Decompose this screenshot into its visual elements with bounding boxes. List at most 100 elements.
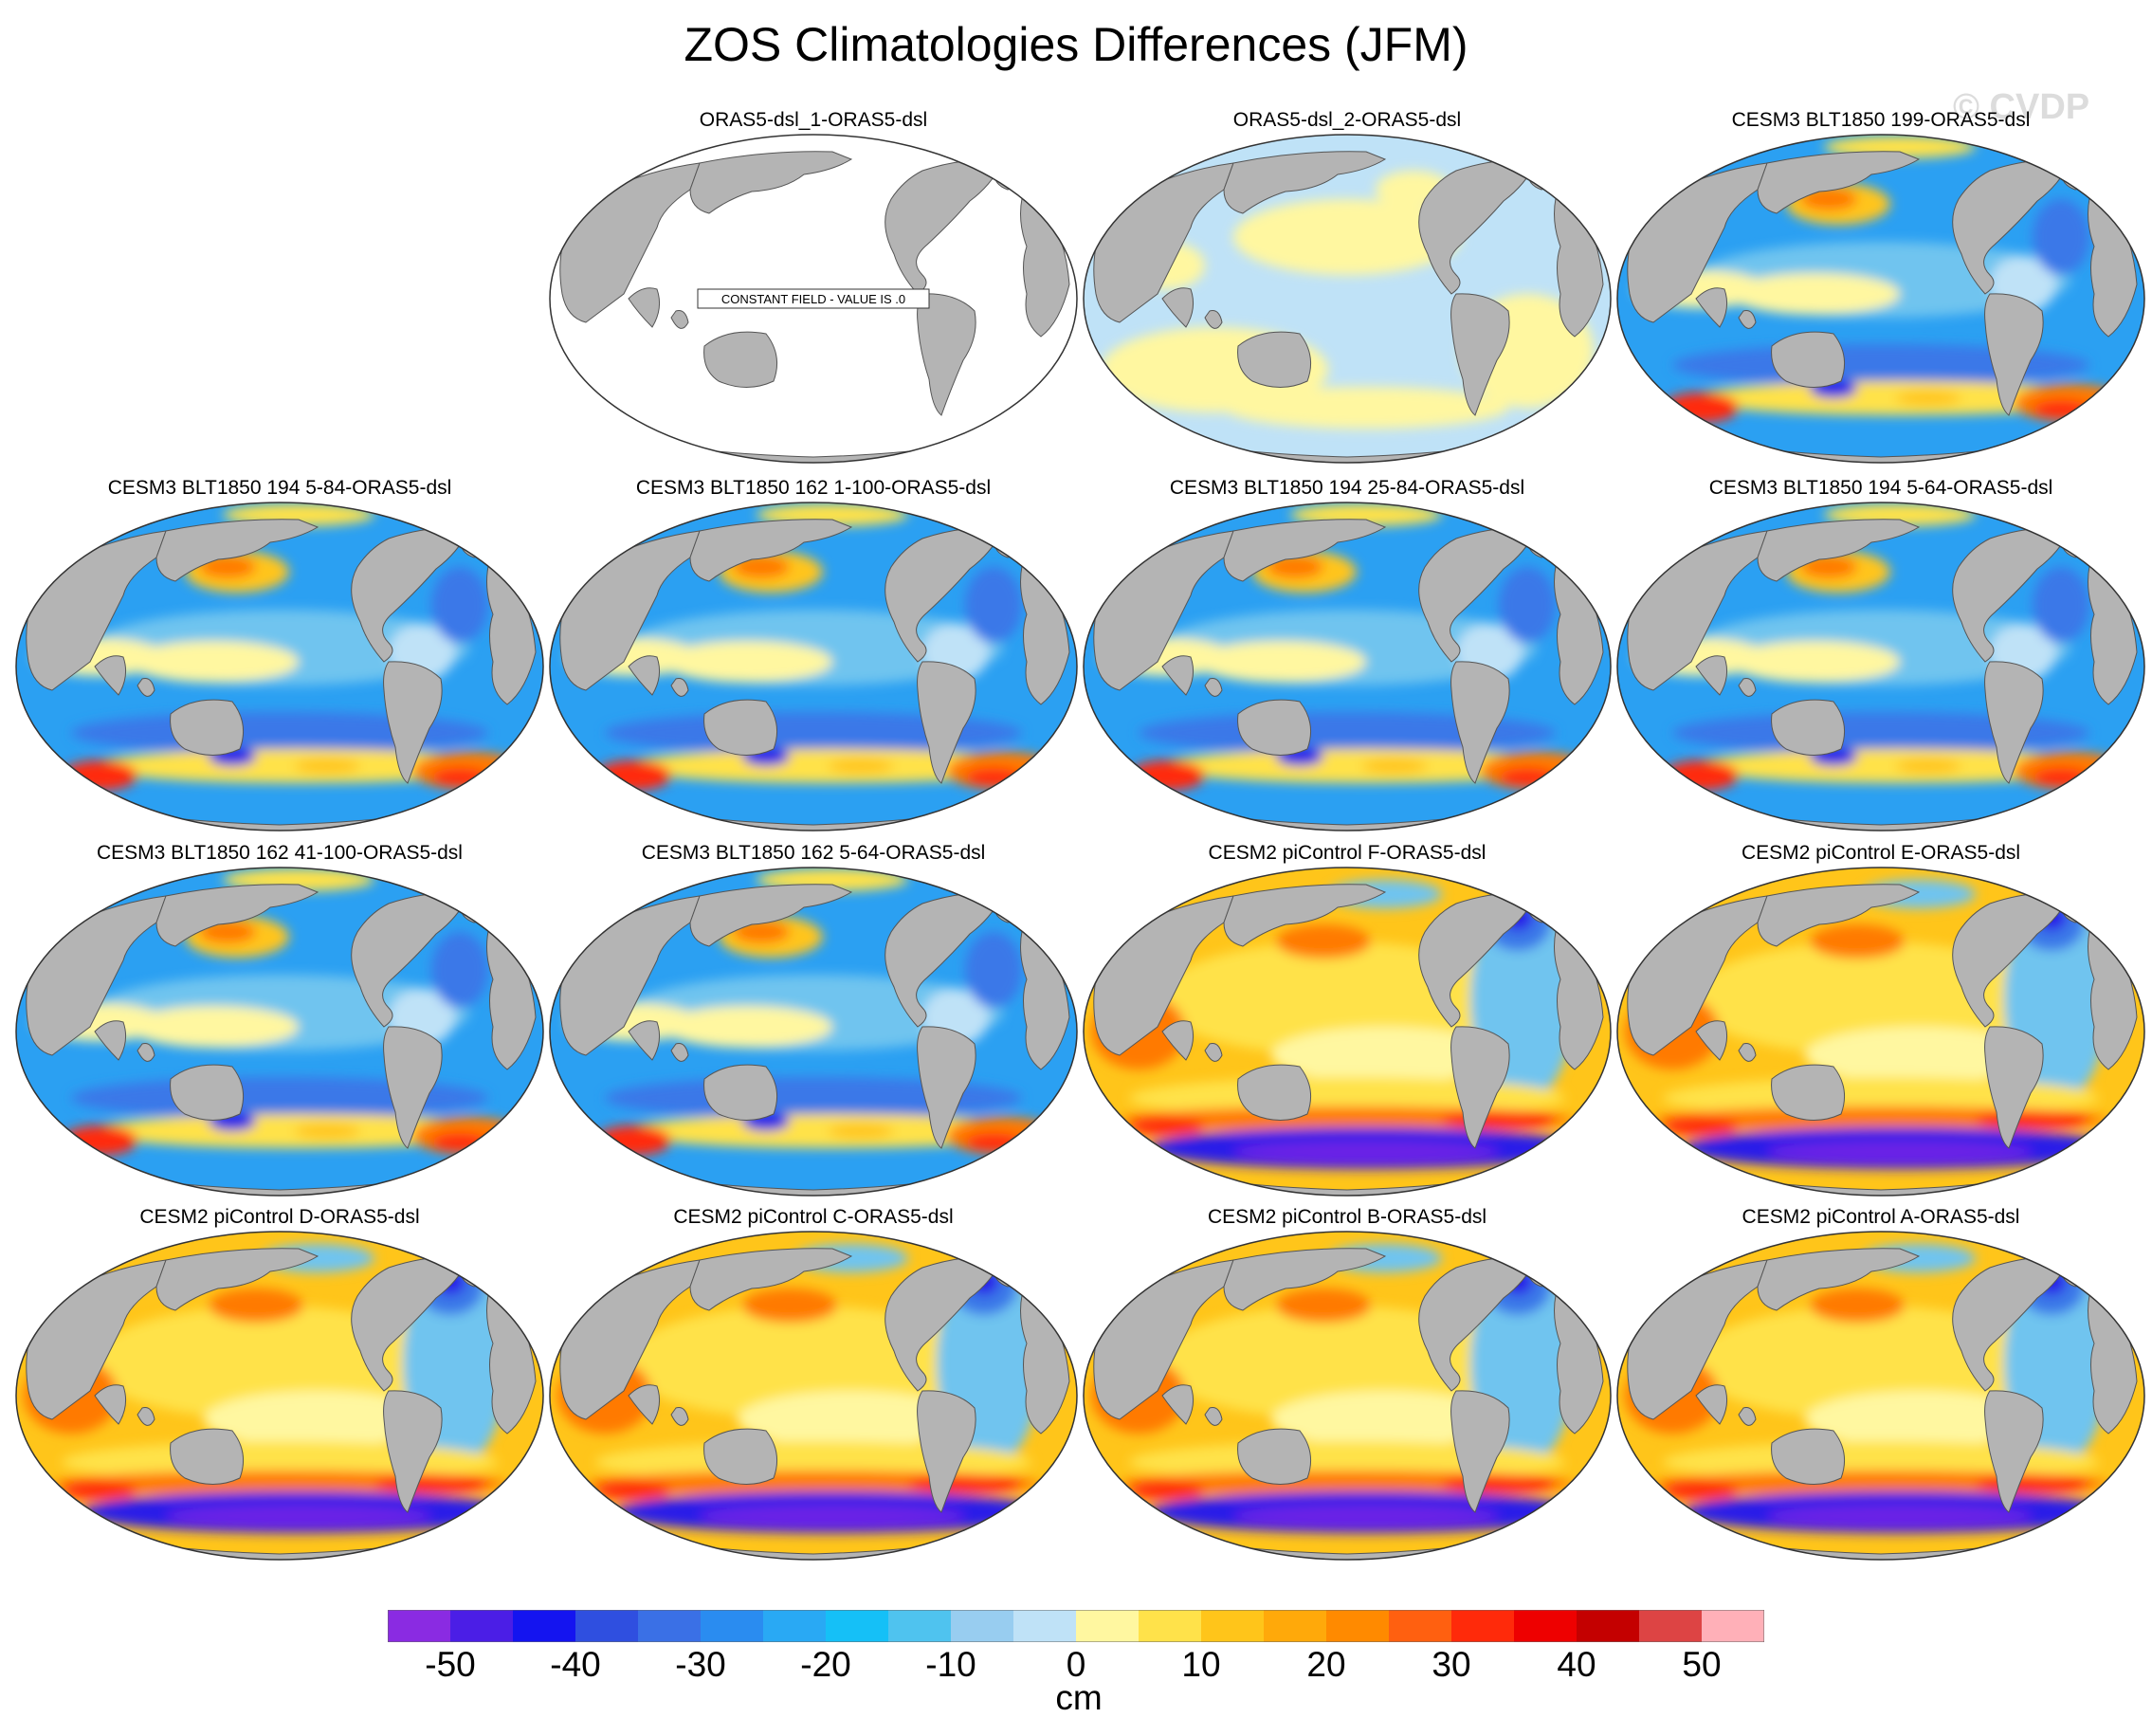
panel-title: CESM3 BLT1850 194 5-64-ORAS5-dsl — [1708, 477, 2053, 499]
colorbar-swatch — [575, 1610, 639, 1642]
colorbar-swatch — [638, 1610, 702, 1642]
land-mass — [1020, 181, 1070, 338]
land-mass — [917, 1026, 976, 1149]
panel-title: CESM2 piControl F-ORAS5-dsl — [1208, 842, 1486, 864]
panel-title: CESM2 piControl A-ORAS5-dsl — [1742, 1206, 2020, 1228]
map-outline — [1616, 867, 2145, 1197]
map-panel — [1616, 502, 2145, 831]
land-mass — [94, 1384, 127, 1425]
map-outline — [549, 134, 1078, 464]
map-panel — [1083, 867, 1612, 1197]
land-mass — [1554, 914, 1604, 1070]
land-mass — [1757, 1248, 1921, 1311]
colorbar-swatch — [1264, 1610, 1327, 1642]
land-mass — [1738, 1043, 1757, 1062]
colorbar-swatch — [1639, 1610, 1703, 1642]
land-mass — [1554, 549, 1604, 705]
land-mass — [1161, 655, 1195, 696]
map-outline — [15, 502, 544, 831]
map-outline — [1083, 867, 1612, 1197]
colorbar-swatch — [450, 1610, 514, 1642]
colorbar-swatch — [1013, 1610, 1077, 1642]
colorbar-swatch — [1326, 1610, 1390, 1642]
colorbar — [388, 1610, 1764, 1642]
map-panel — [15, 867, 544, 1197]
land-mass — [917, 293, 976, 416]
land-mass — [486, 1278, 537, 1434]
land-mass — [137, 1043, 155, 1062]
colorbar-swatch — [1702, 1610, 1764, 1642]
land-mass — [1526, 899, 1576, 923]
colorbar-units: cm — [1055, 1678, 1103, 1717]
land-mass — [917, 1390, 976, 1513]
map-panel — [549, 502, 1078, 831]
panel-title: CESM2 piControl B-ORAS5-dsl — [1207, 1206, 1487, 1228]
land-mass — [628, 655, 661, 696]
map-panel — [15, 1231, 544, 1561]
colorbar-swatch — [888, 1610, 952, 1642]
land-mass — [1771, 1428, 1846, 1485]
land-mass — [703, 699, 778, 756]
land-mass — [670, 1043, 689, 1062]
land-mass — [1738, 1407, 1757, 1426]
land-mass — [1771, 699, 1846, 756]
land-mass — [2060, 899, 2109, 923]
land-mass — [2088, 549, 2138, 705]
map-outline — [549, 867, 1078, 1197]
colorbar-tick-label: -10 — [925, 1645, 976, 1684]
land-mass — [1020, 914, 1070, 1070]
land-mass — [1020, 549, 1070, 705]
land-mass — [94, 655, 127, 696]
land-mass — [1204, 1407, 1223, 1426]
colorbar-swatch — [1389, 1610, 1452, 1642]
panel-title: CESM3 BLT1850 162 5-64-ORAS5-dsl — [641, 842, 986, 864]
land-mass — [1738, 678, 1757, 697]
colorbar-swatch — [1451, 1610, 1515, 1642]
land-mass — [993, 534, 1042, 558]
colorbar-swatch — [1139, 1610, 1202, 1642]
land-mass — [1984, 1026, 2044, 1149]
land-mass — [1204, 310, 1223, 329]
land-mass — [170, 1064, 245, 1121]
panel-title: CESM2 piControl E-ORAS5-dsl — [1741, 842, 2021, 864]
land-mass — [1237, 699, 1312, 756]
land-mass — [459, 899, 508, 923]
land-mass — [1450, 1026, 1510, 1149]
land-mass — [1695, 1020, 1728, 1061]
map-outline — [1616, 502, 2145, 831]
land-mass — [155, 519, 319, 582]
land-mass — [628, 287, 661, 328]
land-mass — [1984, 1390, 2044, 1513]
map-outline — [549, 1231, 1078, 1561]
land-mass — [459, 1263, 508, 1288]
land-mass — [2088, 181, 2138, 338]
land-mass — [1695, 655, 1728, 696]
land-mass — [2060, 534, 2109, 558]
land-mass — [993, 899, 1042, 923]
land-mass — [1237, 331, 1312, 388]
land-mass — [703, 331, 778, 388]
colorbar-tick-label: 30 — [1432, 1645, 1471, 1684]
land-mass — [2088, 914, 2138, 1070]
panel-title: ORAS5-dsl_1-ORAS5-dsl — [699, 109, 928, 131]
map-outline — [1083, 502, 1612, 831]
land-mass — [703, 1064, 778, 1121]
colorbar-swatch — [1577, 1610, 1640, 1642]
map-outline — [15, 867, 544, 1197]
land-mass — [1738, 310, 1757, 329]
panel-title: CESM3 BLT1850 194 25-84-ORAS5-dsl — [1169, 477, 1525, 499]
colorbar-tick-label: 20 — [1306, 1645, 1346, 1684]
land-mass — [1757, 884, 1921, 947]
land-mass — [170, 699, 245, 756]
land-mass — [993, 166, 1042, 191]
land-mass — [1161, 287, 1195, 328]
land-mass — [155, 1248, 319, 1311]
land-mass — [459, 534, 508, 558]
panel-title: CESM3 BLT1850 162 1-100-ORAS5-dsl — [635, 477, 992, 499]
map-panel — [1083, 1231, 1612, 1561]
colorbar-tick-label: 50 — [1682, 1645, 1722, 1684]
colorbar-swatch — [826, 1610, 889, 1642]
colorbar-tick-label: -40 — [550, 1645, 601, 1684]
colorbar-swatch — [1514, 1610, 1578, 1642]
land-mass — [1695, 287, 1728, 328]
